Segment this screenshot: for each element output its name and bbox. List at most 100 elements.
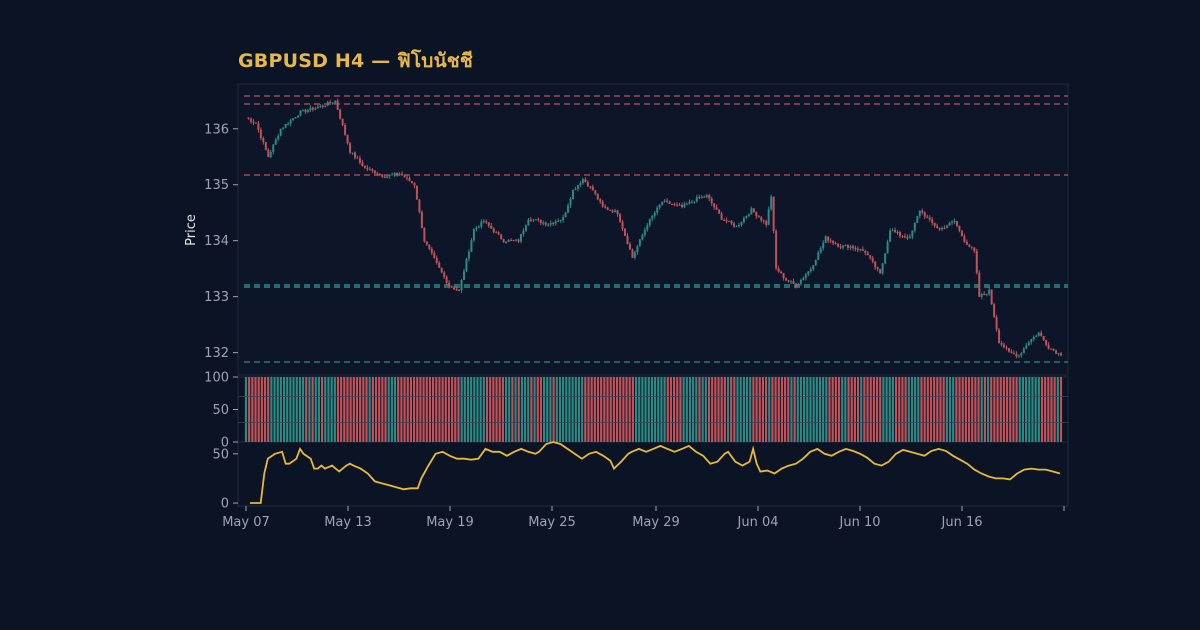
candle-body [415, 185, 418, 200]
volume-bar [942, 377, 945, 442]
candle-body [267, 149, 270, 158]
volume-bar [771, 377, 774, 442]
candle-body [306, 110, 309, 112]
candle-body [856, 248, 859, 250]
candle-body [366, 167, 369, 170]
rsi-tick-label: 0 [221, 497, 229, 512]
volume-bar [473, 377, 476, 442]
volume-bar [400, 377, 403, 442]
candle-body [606, 207, 609, 210]
rsi-line [250, 441, 1061, 504]
candle-body [745, 216, 748, 219]
candle-body [475, 227, 478, 230]
candle-body [725, 220, 728, 222]
candle-body [361, 162, 364, 167]
candle-body [532, 219, 535, 221]
volume-bar [910, 377, 914, 442]
volume-bar [711, 377, 714, 442]
candle-body [782, 273, 785, 279]
volume-bar [600, 377, 603, 442]
volume-bar [917, 377, 920, 442]
volume-bar [986, 377, 990, 442]
volume-bar [289, 377, 292, 442]
volume-bar [967, 377, 971, 442]
candle-body [386, 176, 389, 178]
volume-bar [504, 377, 508, 442]
volume-bar [666, 377, 669, 442]
candle-body [467, 251, 470, 259]
volume-bar [990, 377, 993, 442]
volume-bar [397, 377, 400, 442]
candle-body [814, 259, 817, 266]
candle-body [802, 277, 805, 280]
candle-body [1003, 344, 1006, 348]
volume-bar [447, 377, 451, 442]
candle-body [767, 209, 770, 225]
candle-body [1025, 345, 1028, 349]
price-tick-label: 134 [204, 234, 229, 249]
candle-body [351, 152, 354, 154]
candle-body [973, 247, 976, 252]
volume-bar [441, 377, 444, 442]
candle-body [614, 210, 617, 213]
volume-bar [1018, 377, 1021, 442]
volume-bar [460, 377, 463, 442]
volume-bar [634, 377, 638, 442]
price-tick-label: 132 [204, 346, 229, 361]
candle-body [708, 195, 711, 199]
volume-bar [422, 377, 425, 442]
candle-body [418, 199, 421, 212]
candle-body [346, 134, 349, 144]
candle-body [552, 223, 555, 225]
candle-body [326, 101, 329, 106]
volume-bar [527, 377, 530, 442]
volume-bar [790, 377, 793, 442]
volume-bar [644, 377, 647, 442]
candle-body [985, 293, 988, 295]
candle-body [666, 200, 669, 202]
volume-bar [1012, 377, 1015, 442]
volume-bar [549, 377, 552, 442]
candle-body [661, 201, 664, 205]
candle-body [837, 243, 840, 247]
candle-body [492, 228, 495, 233]
candle-body [297, 115, 300, 118]
candle-body [321, 105, 324, 107]
volume-bar [638, 377, 641, 442]
candle-body [817, 252, 820, 260]
candle-body [980, 294, 983, 297]
candle-body [936, 225, 939, 228]
volume-bar [371, 377, 374, 442]
volume-bar [780, 377, 784, 442]
volume-bar [749, 377, 752, 442]
volume-bar [755, 377, 758, 442]
volume-bar [432, 377, 435, 442]
candle-body [571, 189, 574, 199]
candle-body [440, 267, 443, 273]
candle-body [1005, 347, 1008, 349]
candle-body [946, 225, 949, 228]
volume-bar [590, 377, 593, 442]
volume-bar [752, 377, 755, 442]
volume-bar [1037, 377, 1040, 442]
candle-body [832, 241, 835, 244]
candle-body [908, 236, 911, 239]
volume-bar [939, 377, 942, 442]
candle-body [257, 123, 260, 130]
candle-body [646, 225, 649, 230]
volume-bar [501, 377, 504, 442]
candle-body [676, 204, 679, 206]
volume-bar [980, 377, 983, 442]
candle-body [301, 109, 304, 111]
y-axis-label: Price [184, 214, 199, 246]
volume-bar [631, 377, 634, 442]
candle-body [562, 217, 565, 220]
chart-title: GBPUSD H4 — ฟิโบนัชชี [238, 50, 473, 72]
candle-body [1030, 339, 1033, 343]
x-tick-label: Jun 04 [737, 515, 779, 530]
candle-body [544, 222, 547, 225]
volume-bar [454, 377, 457, 442]
candle-body [658, 204, 661, 208]
candle-body [353, 152, 356, 158]
volume-bar [530, 377, 533, 442]
